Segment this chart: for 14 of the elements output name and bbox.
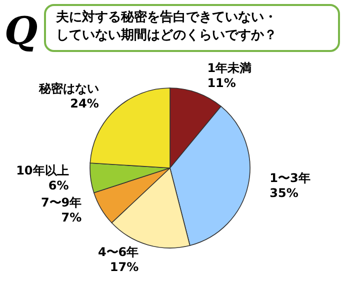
slice-label: 4〜6年	[98, 244, 139, 259]
data-label: 24%	[70, 96, 99, 111]
text: Q	[3, 8, 39, 53]
data-label: 35%	[270, 186, 298, 200]
data-label: 17%	[110, 260, 139, 274]
data-label: 11%	[207, 76, 236, 90]
data-label: 7%	[61, 210, 82, 224]
data-label: 6%	[48, 178, 69, 192]
chart-title: 夫に対する秘密を告白できていない・していない期間はどのくらいですか？	[56, 9, 278, 45]
slice-label: 10年以上	[16, 163, 69, 178]
slice-label: 秘密はない	[38, 82, 99, 96]
slice-label: 7〜9年	[40, 195, 82, 210]
slice-label: 1年未満	[207, 60, 252, 75]
slice-label: 1〜3年	[270, 171, 310, 186]
